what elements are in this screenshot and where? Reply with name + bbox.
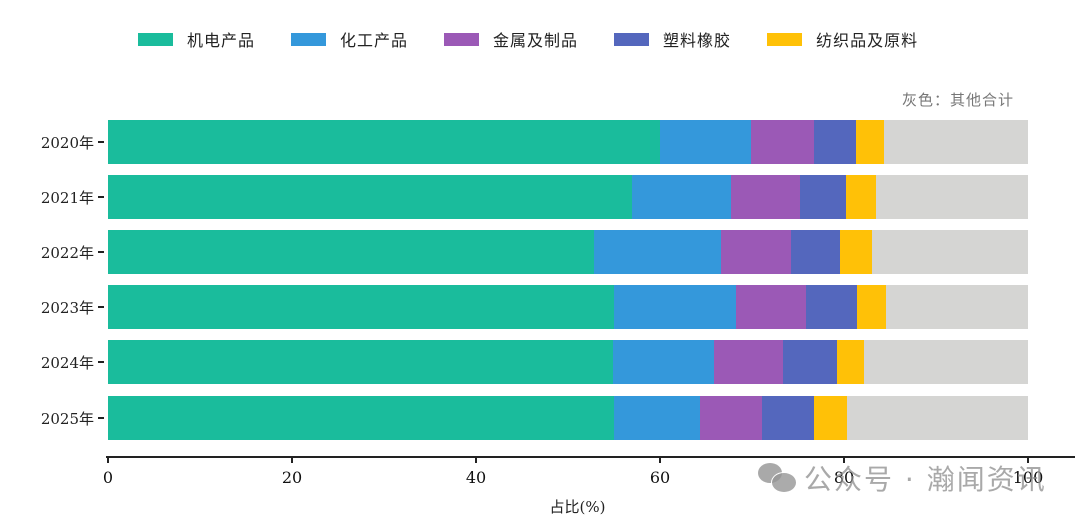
bar-segment	[872, 230, 1028, 274]
bar-segment	[813, 120, 856, 164]
bar-segment	[700, 396, 763, 440]
x-axis-title: 占比(%)	[549, 498, 606, 516]
bar-row	[108, 230, 1028, 274]
bar-segment	[845, 175, 877, 219]
y-tick-label: 2023年	[40, 299, 94, 317]
bar-segment	[660, 120, 752, 164]
x-tick	[475, 457, 477, 463]
x-axis-line	[106, 456, 1075, 458]
bar-segment	[806, 285, 857, 329]
legend-swatch	[138, 32, 173, 46]
legend-item-electromechanical: 机电产品	[138, 27, 255, 51]
y-tick-label: 2024年	[40, 354, 94, 372]
bar-segment	[736, 285, 807, 329]
gray-note: 灰色：其他合计	[902, 91, 1015, 109]
watermark: 公众号 · 瀚闻资讯	[758, 458, 1047, 498]
bar-segment	[714, 340, 784, 384]
bar-segment	[751, 120, 814, 164]
bar-row	[108, 175, 1028, 219]
bar-segment	[108, 396, 614, 440]
bar-row	[108, 285, 1028, 329]
legend-item-plastic-rubber: 塑料橡胶	[614, 27, 731, 51]
y-tick-label: 2021年	[40, 189, 94, 207]
bar-segment	[632, 175, 731, 219]
x-tick-label: 80	[833, 468, 855, 487]
x-tick	[659, 457, 661, 463]
legend-item-metal: 金属及制品	[444, 27, 578, 51]
bar-segment	[108, 340, 614, 384]
bar-row	[108, 396, 1028, 440]
bar-segment	[864, 340, 1028, 384]
legend-swatch	[614, 32, 650, 46]
legend-item-textile: 纺织品及原料	[767, 27, 918, 51]
y-tick-label: 2022年	[40, 244, 94, 262]
legend-label: 机电产品	[187, 31, 256, 50]
y-tick-label: 2020年	[40, 134, 94, 152]
bar-segment	[614, 396, 701, 440]
y-tick	[98, 361, 104, 363]
bar-segment	[799, 175, 846, 219]
bar-segment	[836, 340, 865, 384]
bar-segment	[846, 396, 1028, 440]
bar-row	[108, 340, 1028, 384]
legend-swatch	[767, 32, 803, 46]
y-tick	[98, 196, 104, 198]
x-tick-label: 100	[1012, 468, 1044, 487]
watermark-text: 公众号 · 瀚闻资讯	[804, 463, 1047, 496]
legend-swatch	[444, 32, 480, 46]
bar-row	[108, 120, 1028, 164]
bar-segment	[840, 230, 873, 274]
bar-segment	[108, 120, 660, 164]
legend-swatch	[291, 32, 327, 46]
bar-segment	[108, 285, 614, 329]
bar-segment	[856, 285, 887, 329]
bar-segment	[108, 230, 594, 274]
y-tick	[98, 141, 104, 143]
bar-segment	[886, 285, 1028, 329]
bar-segment	[730, 175, 800, 219]
legend-item-chemical: 化工产品	[291, 27, 408, 51]
legend-label: 金属及制品	[493, 31, 579, 50]
bar-segment	[108, 175, 633, 219]
x-tick	[107, 457, 109, 463]
bar-segment	[762, 396, 814, 440]
x-tick	[1027, 457, 1029, 463]
x-tick-label: 20	[281, 468, 303, 487]
x-tick	[843, 457, 845, 463]
bar-segment	[720, 230, 791, 274]
bar-segment	[883, 120, 1028, 164]
x-tick-label: 60	[649, 468, 671, 487]
bar-segment	[593, 230, 721, 274]
x-tick	[291, 457, 293, 463]
bar-segment	[790, 230, 841, 274]
chart-legend: 机电产品 化工产品 金属及制品 塑料橡胶 纺织品及原料	[138, 27, 954, 51]
bar-segment	[876, 175, 1028, 219]
y-tick	[98, 251, 104, 253]
x-tick-label: 40	[465, 468, 487, 487]
legend-label: 化工产品	[340, 31, 409, 50]
x-tick-label: 0	[102, 468, 114, 487]
bar-segment	[613, 340, 715, 384]
y-tick	[98, 306, 104, 308]
bar-segment	[783, 340, 837, 384]
legend-label: 塑料橡胶	[663, 31, 732, 50]
wechat-icon	[758, 463, 797, 493]
legend-label: 纺织品及原料	[816, 31, 919, 50]
bar-segment	[813, 396, 847, 440]
y-tick	[98, 417, 104, 419]
bar-segment	[855, 120, 884, 164]
bar-segment	[614, 285, 737, 329]
y-tick-label: 2025年	[40, 410, 94, 428]
